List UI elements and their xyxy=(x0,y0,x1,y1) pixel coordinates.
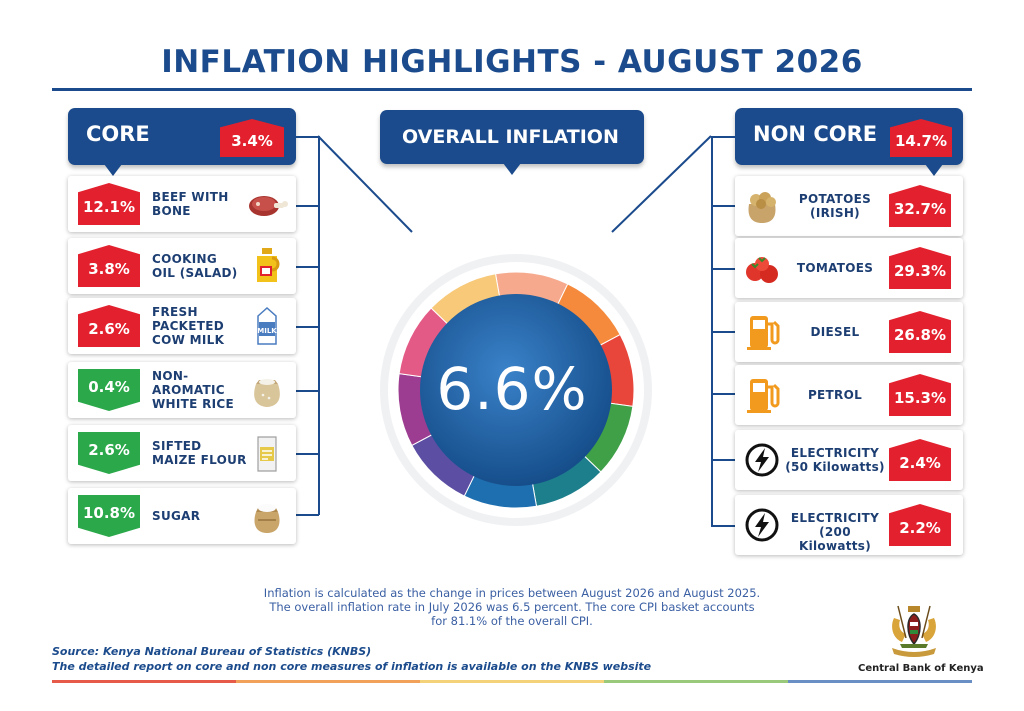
non-core-connector-2 xyxy=(711,268,736,270)
overall-inflation-value: 6.6% xyxy=(436,355,588,423)
non-core-connector-3 xyxy=(711,331,736,333)
core-item-value-badge: 10.8% xyxy=(78,495,140,537)
footer-stripe-red xyxy=(52,680,236,683)
core-item-value-badge: 2.6% xyxy=(78,305,140,347)
beef-icon xyxy=(246,184,288,224)
core-connector-1 xyxy=(296,205,319,207)
title-divider xyxy=(52,88,972,91)
non-core-item-value-badge: 15.3% xyxy=(889,374,951,416)
non-core-item-label: TOMATOES xyxy=(796,261,874,275)
footer-stripe-blue xyxy=(788,680,972,683)
core-item-value-badge: 12.1% xyxy=(78,183,140,225)
footer-stripe-yellow xyxy=(420,680,604,683)
core-item-value-badge: 3.8% xyxy=(78,245,140,287)
overall-header: OVERALL INFLATION xyxy=(380,110,644,164)
core-header-pointer xyxy=(104,164,122,176)
tomatoes-icon xyxy=(741,248,783,288)
non-core-header: NON CORE 14.7% xyxy=(735,108,963,165)
core-item-value-badge: 0.4% xyxy=(78,369,140,411)
core-connector-top xyxy=(296,136,319,138)
svg-text:MILK: MILK xyxy=(257,327,277,335)
fuel-pump-icon xyxy=(741,312,783,352)
core-item-value-badge: 2.6% xyxy=(78,432,140,474)
non-core-connector-6 xyxy=(711,525,736,527)
non-core-item-card: 26.8% DIESEL xyxy=(735,302,963,362)
report-availability-line: The detailed report on core and non core… xyxy=(52,660,652,673)
footer-stripe-orange xyxy=(236,680,420,683)
core-item-card: 10.8% SUGAR xyxy=(68,488,296,544)
source-note: Source: Kenya National Bureau of Statist… xyxy=(52,644,651,674)
potatoes-icon xyxy=(741,186,783,226)
rice-sack-icon xyxy=(246,370,288,410)
non-core-item-label: PETROL xyxy=(807,388,863,402)
non-core-connector-1 xyxy=(711,205,736,207)
non-core-item-value-badge: 29.3% xyxy=(889,247,951,289)
core-connector-3 xyxy=(296,326,319,328)
non-core-connector-4 xyxy=(711,393,736,395)
non-core-item-label: ELECTRICITY (200 Kilowatts) xyxy=(790,511,880,553)
donut-center xyxy=(420,294,612,486)
non-core-connector-top xyxy=(711,136,736,138)
sugar-sack-icon xyxy=(246,496,288,536)
non-core-item-card: 29.3% TOMATOES xyxy=(735,238,963,298)
fuel-pump-icon xyxy=(741,375,783,415)
lightning-icon xyxy=(741,505,783,545)
core-connector-5 xyxy=(296,453,319,455)
non-core-header-pointer xyxy=(925,164,943,176)
non-core-item-label: DIESEL xyxy=(810,325,860,339)
non-core-item-card: 15.3% PETROL xyxy=(735,365,963,425)
source-line: Source: Kenya National Bureau of Statist… xyxy=(52,645,372,658)
overall-inflation-donut xyxy=(375,220,657,560)
non-core-item-card: 32.7% POTATOES (IRISH) xyxy=(735,176,963,236)
milk-carton-icon: MILK xyxy=(246,306,288,346)
non-core-connector-5 xyxy=(711,459,736,461)
flour-packet-icon xyxy=(246,433,288,473)
core-item-card: 2.6% FRESH PACKETED COW MILK MILK xyxy=(68,298,296,354)
core-item-card: 0.4% NON- AROMATIC WHITE RICE xyxy=(68,362,296,418)
non-core-item-label: ELECTRICITY (50 Kilowatts) xyxy=(785,446,885,474)
core-item-label: NON- AROMATIC WHITE RICE xyxy=(152,369,235,411)
core-header: CORE 3.4% xyxy=(68,108,296,165)
core-label: CORE xyxy=(86,122,150,146)
core-item-label: BEEF WITH BONE xyxy=(152,190,229,218)
cbk-name: Central Bank of Kenya xyxy=(858,663,984,674)
non-core-value-badge: 14.7% xyxy=(890,119,952,157)
core-value-badge: 3.4% xyxy=(220,119,284,157)
non-core-item-value-badge: 32.7% xyxy=(889,185,951,227)
cbk-coat-of-arms-logo xyxy=(892,605,936,657)
core-item-label: FRESH PACKETED COW MILK xyxy=(152,305,225,347)
core-item-card: 12.1% BEEF WITH BONE xyxy=(68,176,296,232)
non-core-item-value-badge: 2.4% xyxy=(889,439,951,481)
methodology-note: Inflation is calculated as the change in… xyxy=(263,586,761,628)
page-title: INFLATION HIGHLIGHTS - AUGUST 2026 xyxy=(161,44,863,80)
lightning-icon xyxy=(741,440,783,480)
core-connector-2 xyxy=(296,266,319,268)
core-item-card: 3.8% COOKING OIL (SALAD) xyxy=(68,238,296,294)
non-core-item-card: 2.4% ELECTRICITY (50 Kilowatts) xyxy=(735,430,963,490)
footer-stripe-green xyxy=(604,680,788,683)
non-core-item-card: 2.2% ELECTRICITY (200 Kilowatts) xyxy=(735,495,963,555)
non-core-item-value-badge: 26.8% xyxy=(889,311,951,353)
cooking-oil-icon xyxy=(246,246,288,286)
overall-header-pointer xyxy=(503,163,521,175)
core-item-label: SUGAR xyxy=(152,509,201,523)
overall-label: OVERALL INFLATION xyxy=(402,126,619,148)
core-item-label: SIFTED MAIZE FLOUR xyxy=(152,439,247,467)
non-core-label: NON CORE xyxy=(753,122,878,146)
non-core-item-value-badge: 2.2% xyxy=(889,504,951,546)
core-connector-vertical xyxy=(318,136,320,515)
core-item-card: 2.6% SIFTED MAIZE FLOUR xyxy=(68,425,296,481)
core-connector-6 xyxy=(296,514,319,516)
core-connector-4 xyxy=(296,390,319,392)
core-item-label: COOKING OIL (SALAD) xyxy=(152,252,238,280)
non-core-item-label: POTATOES (IRISH) xyxy=(798,192,872,220)
